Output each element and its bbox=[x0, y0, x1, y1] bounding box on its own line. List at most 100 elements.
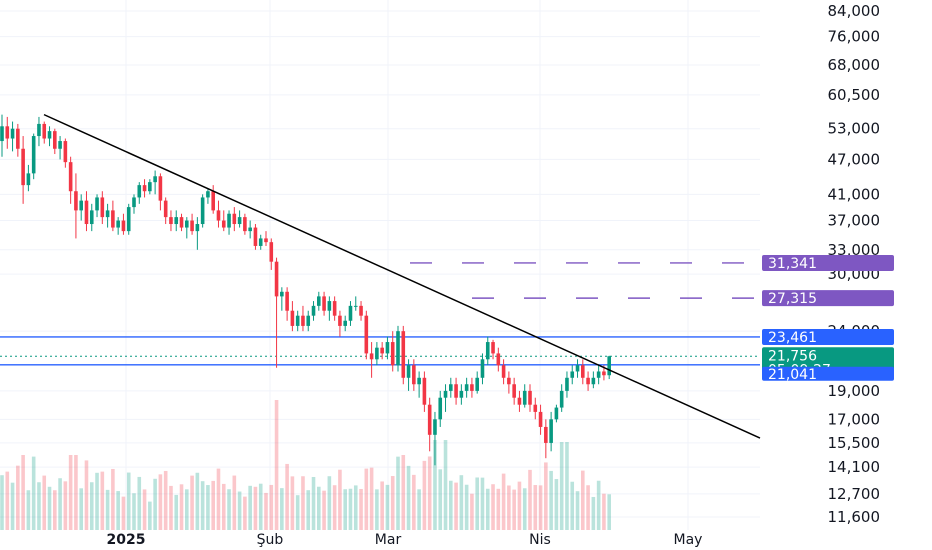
candle-body bbox=[443, 390, 448, 398]
candle-body bbox=[169, 217, 173, 225]
volume-bar bbox=[169, 485, 173, 530]
candle-body bbox=[549, 419, 553, 443]
volume-bar bbox=[195, 472, 200, 530]
volume-bar bbox=[385, 484, 390, 530]
volume-bar bbox=[105, 489, 110, 530]
price-tick-label: 19,000 bbox=[828, 382, 881, 400]
candle-body bbox=[554, 407, 559, 420]
volume-bar bbox=[10, 482, 15, 530]
candle-body bbox=[31, 136, 36, 174]
volume-bar bbox=[396, 456, 400, 530]
volume-bar bbox=[522, 488, 527, 530]
candle-body bbox=[412, 365, 416, 385]
volume-bar bbox=[491, 484, 495, 530]
candle-body bbox=[163, 200, 168, 218]
candle-body bbox=[390, 342, 395, 366]
volume-bar bbox=[126, 472, 131, 530]
volume-bar bbox=[538, 485, 543, 530]
price-tick-label: 11,600 bbox=[828, 508, 881, 526]
volume-bar bbox=[427, 456, 432, 530]
volume-bar bbox=[380, 481, 384, 530]
candle-body bbox=[401, 331, 406, 378]
candle-body bbox=[26, 173, 31, 186]
volume-bar bbox=[586, 485, 590, 530]
candle-body bbox=[16, 128, 20, 149]
price-badge-21041: 21,041 bbox=[762, 366, 894, 383]
price-tick-label: 12,700 bbox=[828, 485, 881, 503]
volume-bar bbox=[412, 474, 416, 530]
trend-line[interactable] bbox=[43, 113, 761, 439]
volume-bar bbox=[332, 485, 337, 530]
price-badge-label: 27,315 bbox=[768, 291, 817, 307]
volume-bars bbox=[0, 400, 611, 530]
candle-body bbox=[491, 342, 495, 354]
volume-bar bbox=[148, 501, 152, 530]
volume-bar bbox=[496, 488, 501, 530]
volume-bar bbox=[501, 473, 506, 530]
candle-body bbox=[348, 305, 353, 321]
price-tick-label: 14,100 bbox=[828, 458, 881, 476]
last-price-label: 21,756 bbox=[768, 348, 817, 364]
volume-bar bbox=[74, 455, 78, 530]
candle-body bbox=[237, 217, 242, 225]
candle-body bbox=[343, 320, 347, 326]
candle-body bbox=[258, 238, 263, 246]
candle-body bbox=[285, 291, 289, 311]
volume-bar bbox=[317, 486, 321, 530]
candle-body bbox=[211, 191, 215, 211]
candle-body bbox=[63, 141, 68, 163]
volume-bar bbox=[158, 474, 163, 530]
volume-bar bbox=[200, 481, 205, 530]
candle-body bbox=[74, 191, 78, 211]
volume-bar bbox=[137, 476, 142, 530]
volume-bar bbox=[575, 491, 580, 530]
candle-body bbox=[607, 356, 611, 376]
candle-body bbox=[332, 301, 337, 316]
candle-body bbox=[586, 377, 590, 385]
candle-body bbox=[417, 377, 421, 385]
price-badge-label: 31,341 bbox=[768, 256, 817, 272]
volume-bar bbox=[306, 490, 311, 530]
volume-bar bbox=[295, 495, 300, 530]
price-tick-label: 68,000 bbox=[828, 56, 881, 74]
volume-bar bbox=[485, 488, 490, 530]
candle-body bbox=[485, 342, 490, 360]
candle-body bbox=[221, 220, 226, 228]
volume-bar bbox=[549, 470, 553, 530]
volume-bar bbox=[596, 480, 601, 530]
volume-bar bbox=[153, 478, 157, 530]
candle-body bbox=[311, 305, 316, 316]
time-axis[interactable]: 2025 Şub Mar Nis May bbox=[107, 532, 703, 548]
horizontal-price-lines[interactable] bbox=[0, 262, 760, 366]
volume-bar bbox=[364, 468, 369, 530]
volume-bar bbox=[459, 475, 464, 530]
candle-body bbox=[501, 365, 506, 378]
candle-body bbox=[21, 148, 25, 186]
candle-body bbox=[327, 301, 332, 311]
volume-bar bbox=[512, 489, 516, 530]
volume-bar bbox=[454, 482, 458, 530]
candle-body bbox=[522, 390, 527, 405]
candle-body bbox=[517, 397, 522, 405]
volume-bar bbox=[237, 491, 242, 530]
volume-bar bbox=[433, 440, 437, 530]
candle-body bbox=[153, 176, 157, 183]
candle-body bbox=[317, 296, 321, 306]
candle-body bbox=[475, 377, 479, 391]
candle-body bbox=[369, 353, 374, 360]
price-badge-label: 23,461 bbox=[768, 330, 817, 346]
volume-bar bbox=[89, 482, 94, 530]
volume-bar bbox=[369, 467, 374, 530]
volume-bar bbox=[132, 493, 136, 530]
volume-bar bbox=[84, 460, 89, 530]
volume-bar bbox=[390, 476, 395, 530]
candle-body bbox=[280, 291, 284, 297]
volume-bar bbox=[285, 463, 289, 530]
volume-bar bbox=[221, 483, 226, 530]
volume-bar bbox=[185, 489, 189, 530]
price-tick-label: 76,000 bbox=[828, 28, 881, 46]
volume-bar bbox=[559, 442, 564, 530]
volume-bar bbox=[565, 442, 569, 530]
candle-body bbox=[290, 310, 295, 326]
